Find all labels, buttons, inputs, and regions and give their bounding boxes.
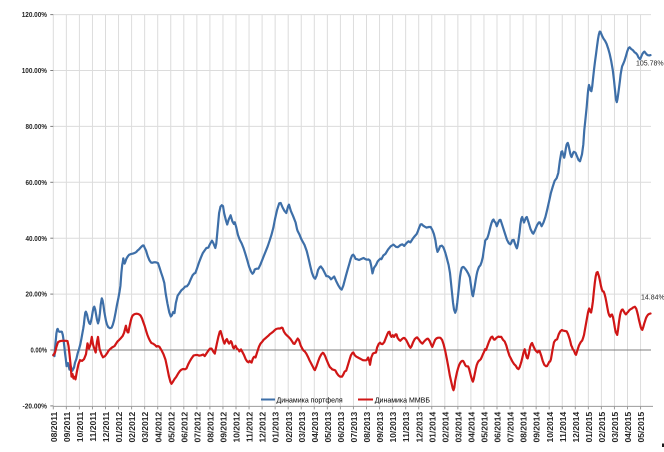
svg-text:20.00%: 20.00% bbox=[26, 290, 48, 299]
svg-text:09/2014: 09/2014 bbox=[532, 412, 542, 443]
svg-text:02/2014: 02/2014 bbox=[440, 412, 450, 443]
svg-text:08/2014: 08/2014 bbox=[519, 412, 529, 443]
svg-text:0.00%: 0.00% bbox=[31, 346, 48, 355]
svg-text:08/2011: 08/2011 bbox=[49, 412, 59, 443]
svg-text:-20.00%: -20.00% bbox=[23, 402, 48, 411]
svg-text:02/2012: 02/2012 bbox=[127, 412, 137, 443]
svg-text:04/2012: 04/2012 bbox=[153, 412, 163, 443]
svg-text:14.84%: 14.84% bbox=[641, 295, 664, 302]
svg-text:03/2012: 03/2012 bbox=[140, 412, 150, 443]
svg-text:11/2011: 11/2011 bbox=[88, 412, 98, 442]
svg-text:11/2013: 11/2013 bbox=[401, 412, 411, 443]
svg-text:10/2014: 10/2014 bbox=[545, 412, 555, 443]
svg-text:03/2014: 03/2014 bbox=[453, 412, 463, 443]
svg-text:10/2011: 10/2011 bbox=[75, 412, 85, 443]
svg-text:06/2014: 06/2014 bbox=[493, 412, 503, 443]
svg-text:10/2012: 10/2012 bbox=[232, 412, 242, 443]
svg-text:01/2013: 01/2013 bbox=[271, 412, 281, 443]
svg-text:01/2012: 01/2012 bbox=[114, 412, 124, 443]
svg-text:10/2013: 10/2013 bbox=[388, 412, 398, 443]
svg-text:Динамика портфеля: Динамика портфеля bbox=[277, 397, 343, 404]
svg-text:11/2012: 11/2012 bbox=[245, 412, 255, 443]
svg-text:05/2015: 05/2015 bbox=[636, 412, 646, 443]
svg-text:12/2014: 12/2014 bbox=[571, 412, 581, 443]
svg-text:01/2014: 01/2014 bbox=[427, 412, 437, 443]
svg-text:07/2014: 07/2014 bbox=[506, 412, 516, 443]
svg-text:02/2015: 02/2015 bbox=[597, 412, 607, 443]
svg-text:09/2013: 09/2013 bbox=[375, 412, 385, 443]
svg-text:07/2012: 07/2012 bbox=[192, 412, 202, 443]
svg-text:08/2013: 08/2013 bbox=[362, 412, 372, 443]
svg-text:04/2015: 04/2015 bbox=[623, 412, 633, 443]
svg-text:Динамика ММВБ: Динамика ММВБ bbox=[375, 397, 431, 404]
svg-text:105.78%: 105.78% bbox=[636, 61, 664, 68]
svg-text:09/2012: 09/2012 bbox=[219, 412, 229, 443]
svg-text:05/2013: 05/2013 bbox=[323, 412, 333, 443]
svg-text:09/2011: 09/2011 bbox=[62, 412, 72, 443]
svg-text:60.00%: 60.00% bbox=[26, 178, 48, 187]
svg-text:08/2012: 08/2012 bbox=[206, 412, 216, 443]
svg-text:03/2013: 03/2013 bbox=[297, 412, 307, 443]
svg-text:120.00%: 120.00% bbox=[22, 10, 48, 19]
svg-text:40.00%: 40.00% bbox=[26, 234, 48, 243]
svg-text:12/2012: 12/2012 bbox=[258, 412, 268, 443]
svg-text:02/2013: 02/2013 bbox=[284, 412, 294, 443]
svg-text:04/2013: 04/2013 bbox=[310, 412, 320, 443]
svg-text:03/2015: 03/2015 bbox=[610, 412, 620, 443]
svg-text:12/2013: 12/2013 bbox=[414, 412, 424, 443]
svg-text:100.00%: 100.00% bbox=[22, 66, 48, 75]
svg-text:07/2013: 07/2013 bbox=[349, 412, 359, 443]
svg-text:05/2012: 05/2012 bbox=[166, 412, 176, 443]
svg-text:06/2012: 06/2012 bbox=[179, 412, 189, 443]
svg-text:04/2014: 04/2014 bbox=[467, 412, 477, 443]
svg-text:05/2014: 05/2014 bbox=[480, 412, 490, 443]
svg-text:06/2013: 06/2013 bbox=[336, 412, 346, 443]
svg-text:01/2015: 01/2015 bbox=[584, 412, 594, 443]
svg-text:11/2014: 11/2014 bbox=[558, 412, 568, 443]
svg-text:12/2011: 12/2011 bbox=[101, 412, 111, 443]
svg-text:80.00%: 80.00% bbox=[26, 122, 48, 131]
